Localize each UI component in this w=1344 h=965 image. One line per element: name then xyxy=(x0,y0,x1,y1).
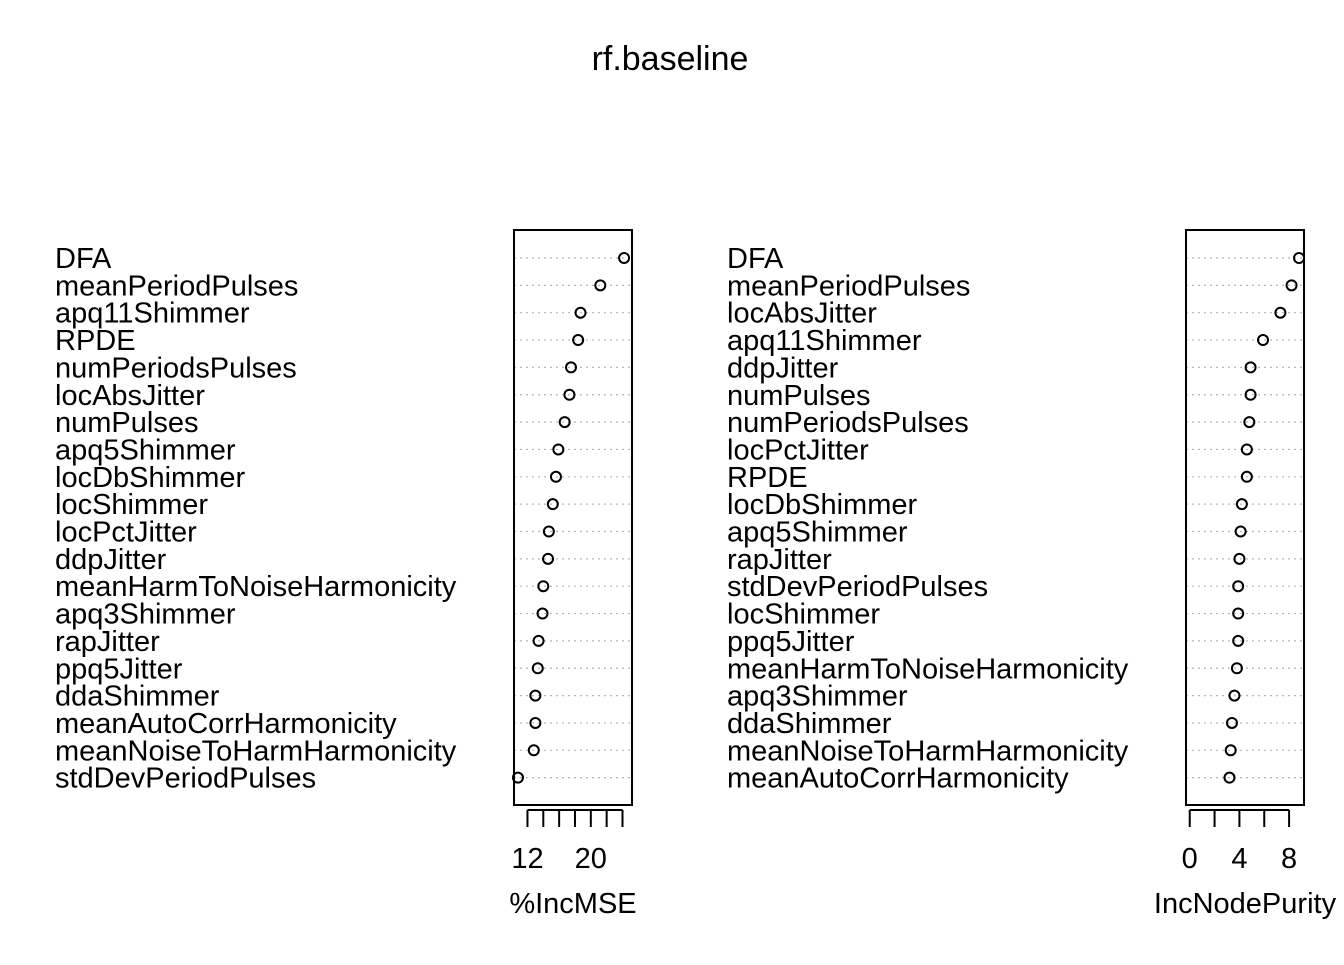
data-point xyxy=(572,334,585,347)
data-point xyxy=(563,388,576,401)
category-label: ddaShimmer xyxy=(727,708,892,740)
category-label: numPulses xyxy=(727,380,870,412)
category-label: meanNoiseToHarmHarmonicity xyxy=(55,735,457,767)
data-point xyxy=(511,771,524,784)
category-label: numPulses xyxy=(55,407,198,439)
category-label: meanHarmToNoiseHarmonicity xyxy=(55,571,457,603)
data-point xyxy=(1224,744,1237,757)
data-point xyxy=(594,279,607,292)
category-label: DFA xyxy=(727,243,784,275)
data-point xyxy=(546,498,559,511)
category-label: meanPeriodPulses xyxy=(55,270,298,302)
data-point xyxy=(529,716,542,729)
data-point xyxy=(552,443,565,456)
plot-frame xyxy=(1185,229,1305,806)
data-point xyxy=(1232,607,1245,620)
data-point xyxy=(1232,634,1245,647)
chart-title: rf.baseline xyxy=(592,40,749,78)
category-label: apq5Shimmer xyxy=(727,517,908,549)
category-label: ppq5Jitter xyxy=(55,653,183,685)
category-label: apq11Shimmer xyxy=(727,325,922,357)
data-point xyxy=(1223,771,1236,784)
category-label: RPDE xyxy=(727,462,808,494)
data-point xyxy=(1257,334,1270,347)
data-point xyxy=(1285,279,1298,292)
category-label: locShimmer xyxy=(55,489,208,521)
category-label: ddpJitter xyxy=(55,544,167,576)
data-point xyxy=(1233,552,1246,565)
x-tick-label: 20 xyxy=(575,843,607,875)
data-point xyxy=(1240,470,1253,483)
category-label: locDbShimmer xyxy=(727,489,917,521)
x-tick-label: 4 xyxy=(1231,843,1247,875)
category-label: meanHarmToNoiseHarmonicity xyxy=(727,653,1129,685)
category-label: numPeriodsPulses xyxy=(55,352,297,384)
plot-frame xyxy=(513,229,633,806)
data-point xyxy=(1244,361,1257,374)
category-label: ppq5Jitter xyxy=(727,626,855,658)
data-point xyxy=(1240,443,1253,456)
x-tick-label: 12 xyxy=(511,843,543,875)
data-point xyxy=(1230,662,1243,675)
category-label: locAbsJitter xyxy=(727,298,877,330)
data-point xyxy=(1225,716,1238,729)
category-label: DFA xyxy=(55,243,112,275)
data-point xyxy=(1243,416,1256,429)
category-label: meanPeriodPulses xyxy=(727,270,970,302)
category-label: apq11Shimmer xyxy=(55,298,250,330)
category-label: meanAutoCorrHarmonicity xyxy=(727,763,1069,795)
data-point xyxy=(565,361,578,374)
data-point xyxy=(531,662,544,675)
data-point xyxy=(558,416,571,429)
data-point xyxy=(1232,580,1245,593)
category-label: meanAutoCorrHarmonicity xyxy=(55,708,397,740)
category-label: locShimmer xyxy=(727,599,880,631)
data-point xyxy=(1234,525,1247,538)
category-label: stdDevPeriodPulses xyxy=(727,571,988,603)
x-tick-label: 8 xyxy=(1281,843,1297,875)
data-point xyxy=(1235,498,1248,511)
category-label: locPctJitter xyxy=(727,434,869,466)
panel-left: DFAmeanPeriodPulsesapq11ShimmerRPDEnumPe… xyxy=(55,229,637,920)
data-point xyxy=(1228,689,1241,702)
category-label: apq5Shimmer xyxy=(55,434,236,466)
category-label: apq3Shimmer xyxy=(55,599,236,631)
category-label: locAbsJitter xyxy=(55,380,205,412)
x-axis-label: IncNodePurity xyxy=(1154,888,1337,920)
category-label: stdDevPeriodPulses xyxy=(55,763,316,795)
category-label: locDbShimmer xyxy=(55,462,245,494)
data-point xyxy=(537,580,550,593)
category-label: rapJitter xyxy=(727,544,832,576)
category-label: RPDE xyxy=(55,325,136,357)
data-point xyxy=(542,525,555,538)
category-label: apq3Shimmer xyxy=(727,681,908,713)
data-point xyxy=(574,306,587,319)
x-tick-label: 0 xyxy=(1182,843,1198,875)
data-point xyxy=(1244,388,1257,401)
data-point xyxy=(532,634,545,647)
data-point xyxy=(542,552,555,565)
x-axis-label: %IncMSE xyxy=(509,888,636,920)
data-point xyxy=(529,689,542,702)
data-point xyxy=(1274,306,1287,319)
category-label: rapJitter xyxy=(55,626,160,658)
data-point xyxy=(527,744,540,757)
data-point xyxy=(549,470,562,483)
category-label: numPeriodsPulses xyxy=(727,407,969,439)
data-point xyxy=(536,607,549,620)
category-label: meanNoiseToHarmHarmonicity xyxy=(727,735,1129,767)
category-label: locPctJitter xyxy=(55,517,197,549)
category-label: ddaShimmer xyxy=(55,681,220,713)
data-point xyxy=(618,252,631,264)
panel-right: DFAmeanPeriodPulseslocAbsJitterapq11Shim… xyxy=(727,229,1337,920)
category-label: ddpJitter xyxy=(727,352,839,384)
